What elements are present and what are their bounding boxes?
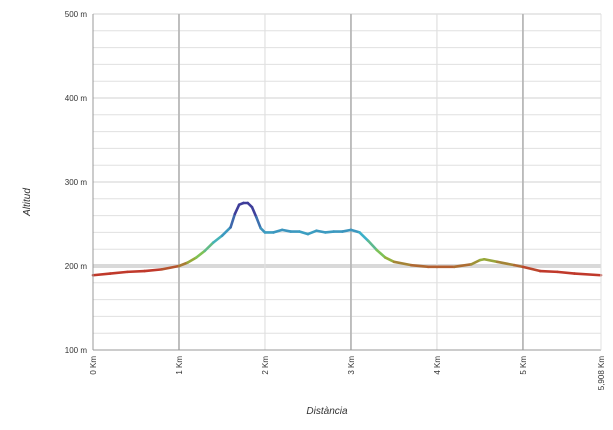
- elevation-line-segment: [272, 228, 284, 234]
- elevation-line-segment: [409, 263, 430, 269]
- elevation-line-segment: [143, 268, 164, 273]
- elevation-line-segment: [573, 272, 603, 277]
- elevation-line-segment: [495, 260, 516, 267]
- elevation-line-segment: [280, 228, 293, 233]
- x-tick-label: 1 Km: [175, 356, 184, 375]
- y-tick-label: 500 m: [65, 10, 88, 19]
- elevation-line-segment: [203, 241, 215, 253]
- y-tick-label: 200 m: [65, 262, 88, 271]
- elevation-line-segment: [375, 248, 387, 259]
- elevation-line-segment: [452, 263, 473, 269]
- elevation-line-segment: [194, 249, 207, 259]
- elevation-line-segment: [358, 231, 370, 243]
- y-axis-title: Altitud: [22, 188, 33, 217]
- x-tick-label: 4 Km: [433, 356, 442, 375]
- elevation-line-segment: [513, 263, 525, 269]
- x-axis-title: Distància: [306, 406, 348, 417]
- elevation-line-segment: [384, 256, 396, 264]
- elevation-line-segment: [212, 234, 224, 244]
- elevation-line-segment: [323, 230, 336, 234]
- elevation-line-segment: [521, 265, 542, 273]
- elevation-line-segment: [220, 226, 232, 238]
- elevation-line-segment: [482, 257, 499, 264]
- elevation-line-segment: [470, 258, 482, 266]
- elevation-line-segment: [306, 229, 318, 236]
- reference-band-200: [93, 264, 601, 268]
- elevation-line-segment: [341, 228, 353, 233]
- elevation-line-segment: [349, 228, 361, 234]
- x-tick-label: 3 Km: [347, 356, 356, 375]
- elevation-line-segment: [108, 270, 129, 275]
- x-tick-label: 5,908 Km: [597, 356, 606, 391]
- elevation-line-segment: [298, 230, 310, 236]
- elevation-line-segment: [250, 205, 258, 219]
- x-tick-label: 0 Km: [89, 356, 98, 375]
- elevation-line-segment: [315, 229, 327, 234]
- elevation-line-segment: [233, 203, 241, 216]
- elevation-line-segment: [160, 264, 181, 271]
- elevation-line-segment: [556, 270, 576, 275]
- elevation-line-segment: [366, 239, 379, 252]
- y-tick-label: 100 m: [65, 346, 88, 355]
- elevation-line-segment: [126, 269, 146, 274]
- elevation-line-segment: [186, 256, 198, 264]
- y-tick-label: 300 m: [65, 178, 88, 187]
- elevation-line-segment: [91, 272, 112, 277]
- elevation-line-segment: [392, 260, 413, 267]
- elevation-line-segment: [538, 269, 559, 274]
- elevation-line-segment: [229, 212, 237, 229]
- y-tick-label: 400 m: [65, 94, 88, 103]
- x-tick-label: 2 Km: [261, 356, 270, 375]
- elevation-line-segment: [177, 261, 189, 268]
- elevation-line-segment: [255, 215, 262, 230]
- x-tick-label: 5 Km: [519, 356, 528, 375]
